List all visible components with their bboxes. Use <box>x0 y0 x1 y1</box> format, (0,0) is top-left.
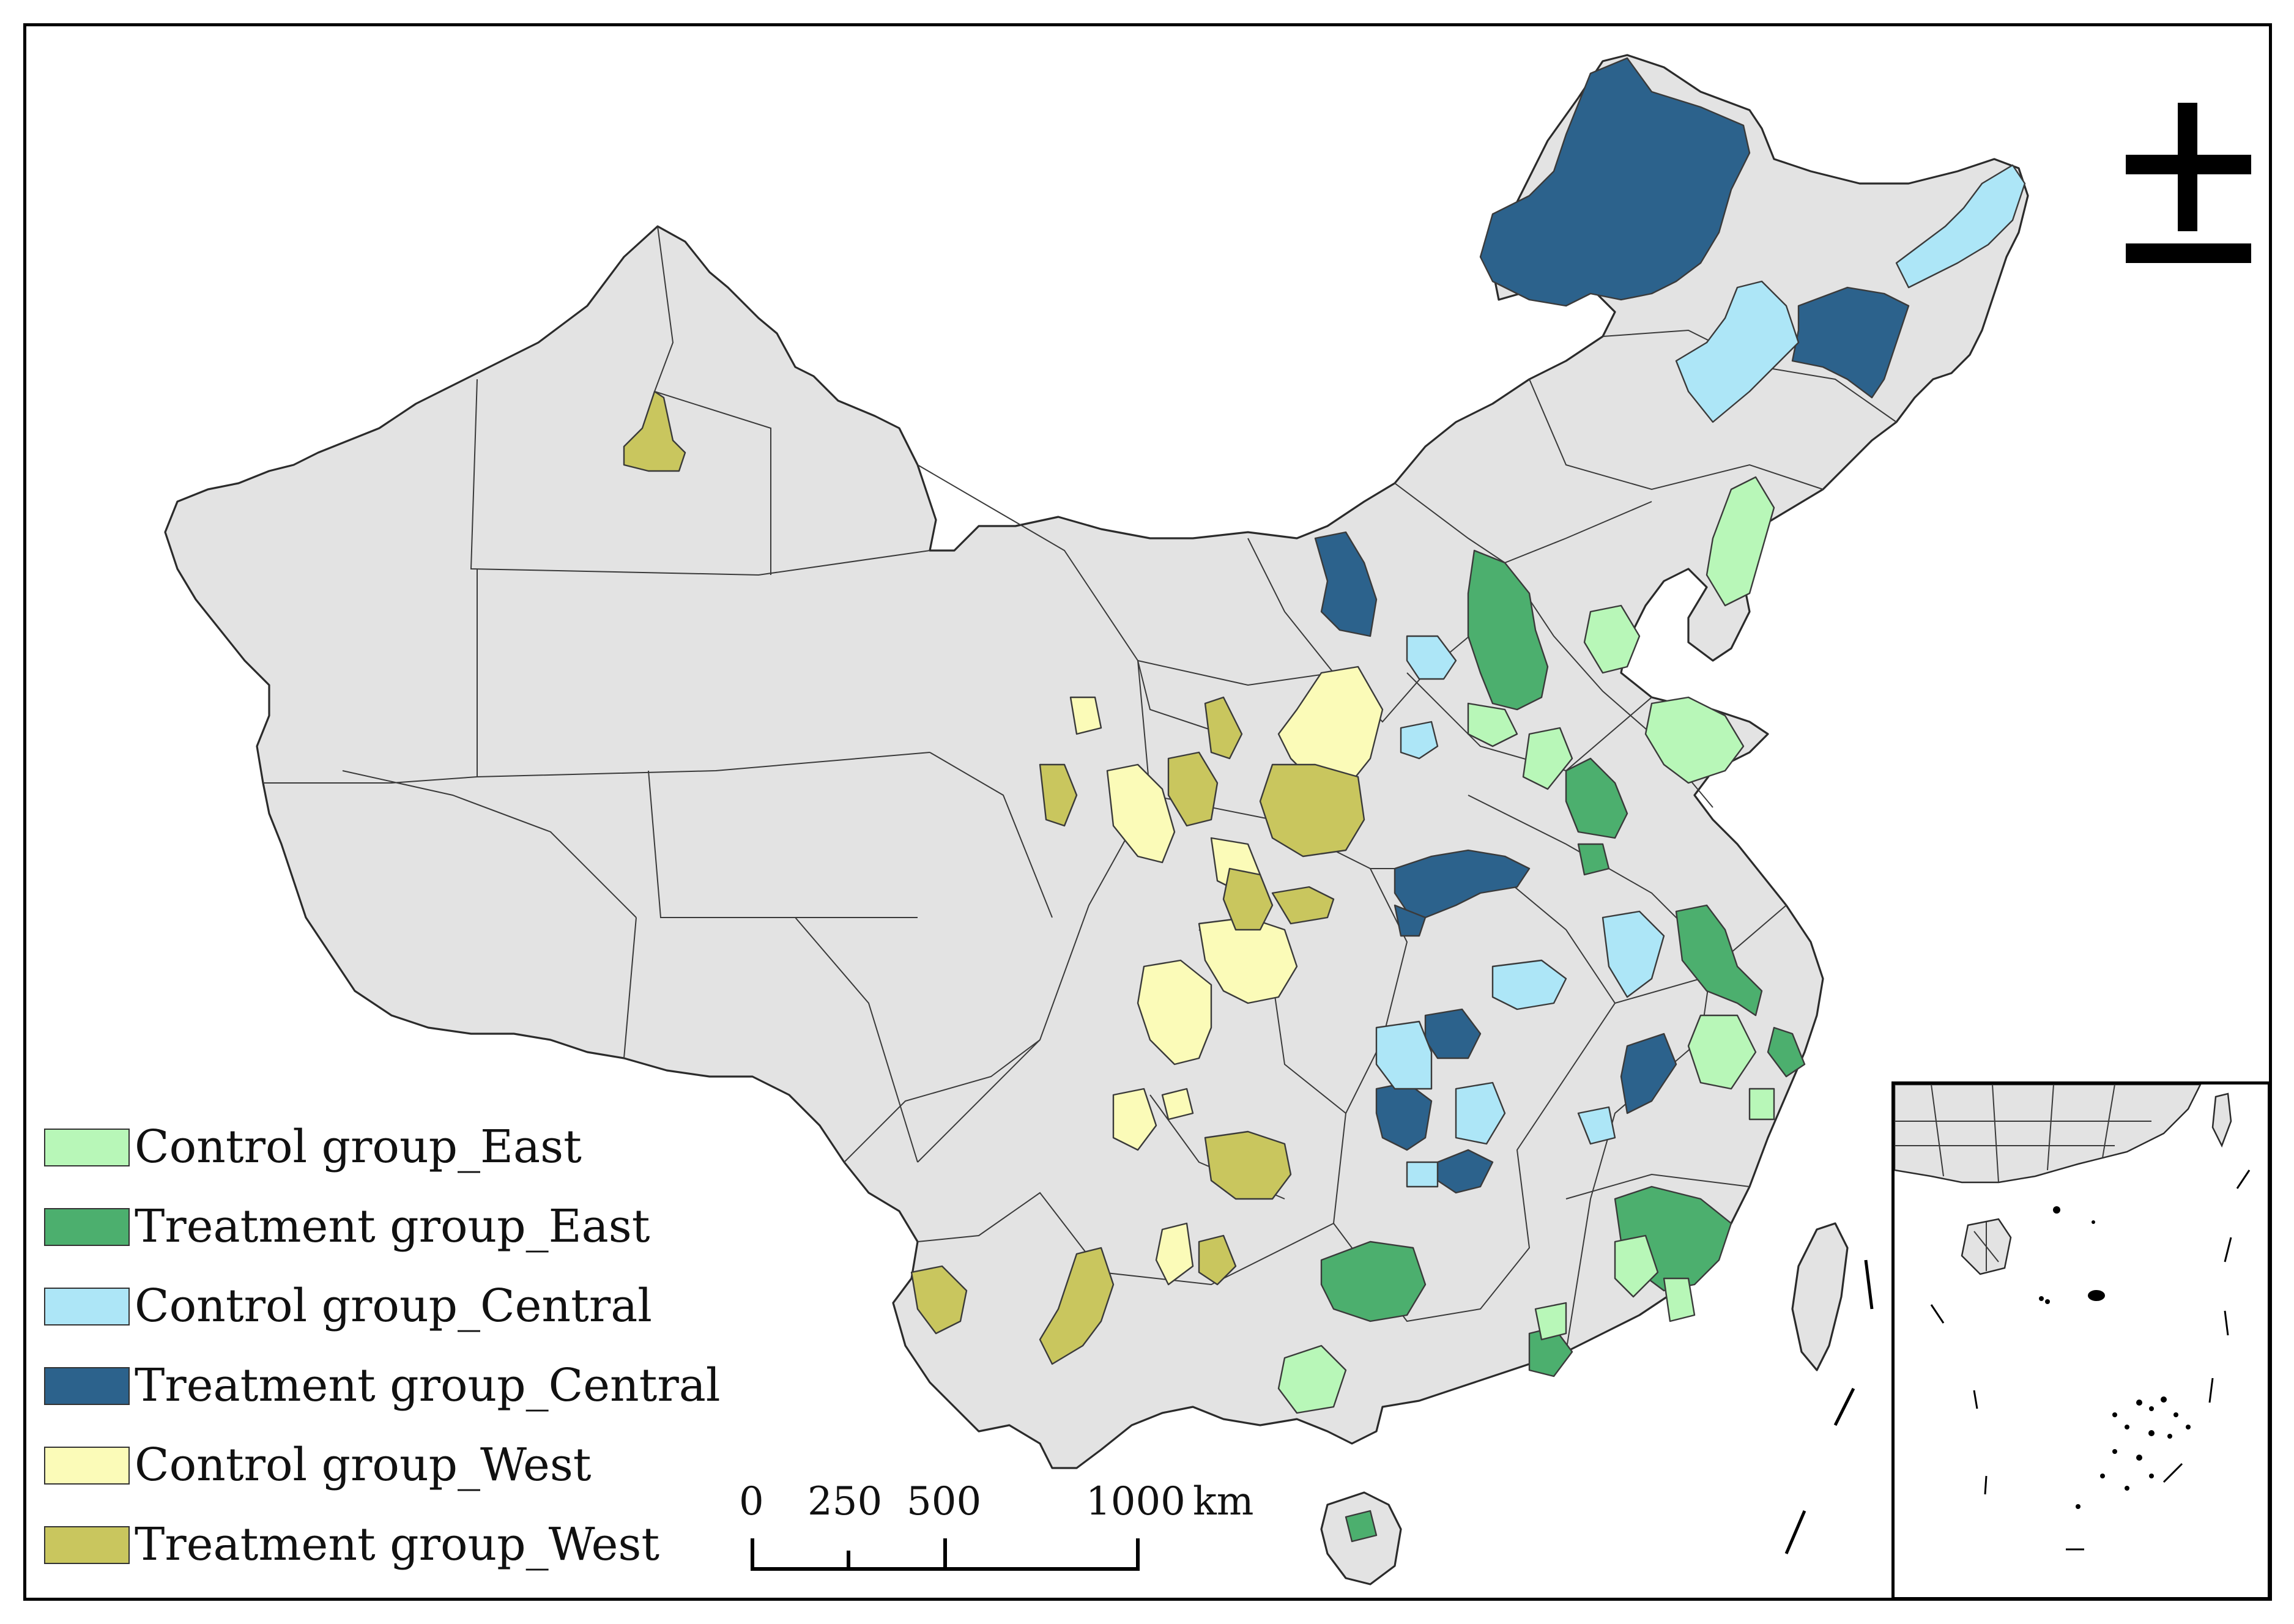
region-control-east <box>1534 1302 1567 1341</box>
china-mainland <box>164 54 2029 1469</box>
legend-swatch <box>44 1526 130 1564</box>
region-control-east <box>1687 1014 1757 1090</box>
region-control-central <box>1375 1020 1433 1090</box>
region-treatment-east <box>1320 1240 1427 1322</box>
region-control-east <box>1277 1344 1347 1414</box>
legend-label: Control group_West <box>135 1439 592 1491</box>
region-control-east <box>1748 1088 1775 1121</box>
region-treatment-east <box>1577 843 1610 876</box>
legend-swatch <box>44 1367 130 1405</box>
region-control-west <box>1137 959 1212 1066</box>
region-control-west <box>1106 763 1176 864</box>
taiwan-island <box>1791 1222 1849 1371</box>
scale-label-250: 250 <box>807 1479 883 1524</box>
sea-boundary-marks <box>1784 1259 1874 1554</box>
region-treatment-central <box>1479 57 1751 307</box>
region-treatment-central <box>1394 904 1427 937</box>
region-treatment-west <box>1271 886 1335 925</box>
region-control-central <box>1895 164 2026 289</box>
legend-item-control-east: Control group_East <box>38 1110 741 1190</box>
region-control-central <box>1406 1161 1439 1188</box>
inset-taiwan <box>2211 1092 2232 1148</box>
legend-item-treatment-central: Treatment group_Central <box>38 1349 741 1428</box>
legend-swatch <box>44 1129 130 1166</box>
region-treatment-west <box>1039 763 1078 827</box>
legend-item-control-central: Control group_Central <box>38 1269 741 1349</box>
region-treatment-central <box>1314 531 1378 637</box>
legend-swatch <box>44 1208 130 1246</box>
scale-bar <box>751 1538 1140 1571</box>
inset-map <box>1893 1083 2251 1551</box>
legend-label: Treatment group_Central <box>135 1359 721 1412</box>
region-treatment-east <box>1675 904 1763 1017</box>
region-control-west <box>1155 1222 1194 1286</box>
legend-item-treatment-west: Treatment group_West <box>38 1508 741 1587</box>
inset-islands <box>2039 1206 2191 1509</box>
region-control-central <box>1491 959 1567 1010</box>
region-control-east <box>1614 1234 1659 1298</box>
scale-label-500: 500 <box>907 1479 982 1524</box>
region-treatment-west <box>623 390 686 472</box>
legend-swatch <box>44 1288 130 1326</box>
legend-item-treatment-east: Treatment group_East <box>38 1190 741 1269</box>
region-control-central <box>1455 1081 1506 1145</box>
region-control-east <box>1522 727 1573 790</box>
region-treatment-central <box>1620 1033 1677 1114</box>
region-treatment-east <box>1345 1510 1378 1543</box>
scale-unit: km <box>1193 1479 1254 1524</box>
region-treatment-west <box>910 1265 968 1335</box>
legend-label: Treatment group_West <box>135 1518 660 1571</box>
region-control-central <box>1406 635 1457 680</box>
region-treatment-west <box>1222 867 1274 931</box>
region-treatment-west <box>1204 696 1243 760</box>
region-treatment-central <box>1791 286 1910 399</box>
region-control-west <box>1112 1088 1157 1151</box>
region-treatment-east <box>1767 1026 1806 1078</box>
region-treatment-west <box>1204 1130 1292 1200</box>
legend-label: Control group_East <box>135 1121 582 1173</box>
inset-boundary-marks <box>1930 1170 2251 1551</box>
region-control-central <box>1675 280 1800 423</box>
north-arrow-icon <box>2126 103 2251 263</box>
scale-label-0: 0 <box>739 1479 764 1524</box>
inset-mainland <box>1893 1083 2202 1184</box>
region-treatment-west <box>1167 751 1219 827</box>
region-control-east <box>1663 1277 1696 1322</box>
study-regions <box>623 57 2026 1543</box>
region-control-central <box>1400 721 1439 760</box>
region-control-east <box>1467 702 1518 747</box>
legend-label: Control group_Central <box>135 1280 652 1332</box>
region-treatment-central <box>1394 849 1531 919</box>
region-control-west <box>1069 696 1102 735</box>
inset-map-frame <box>1891 1081 2271 1600</box>
legend-item-control-west: Control group_West <box>38 1428 741 1508</box>
legend: Control group_East Treatment group_East … <box>38 1110 741 1587</box>
scale-label-1000: 1000 <box>1086 1479 1186 1524</box>
region-control-east <box>1583 604 1641 674</box>
region-treatment-west <box>1039 1247 1115 1365</box>
region-control-east <box>1706 476 1775 607</box>
region-treatment-east <box>1565 757 1628 839</box>
region-control-west <box>1161 1088 1194 1121</box>
legend-label: Treatment group_East <box>135 1200 650 1253</box>
legend-swatch <box>44 1447 130 1485</box>
region-treatment-west <box>1198 1234 1237 1286</box>
region-control-east <box>1644 696 1745 784</box>
region-treatment-east <box>1467 549 1549 711</box>
region-control-central <box>1602 910 1665 998</box>
region-treatment-west <box>1259 763 1365 858</box>
region-control-central <box>1577 1106 1616 1145</box>
